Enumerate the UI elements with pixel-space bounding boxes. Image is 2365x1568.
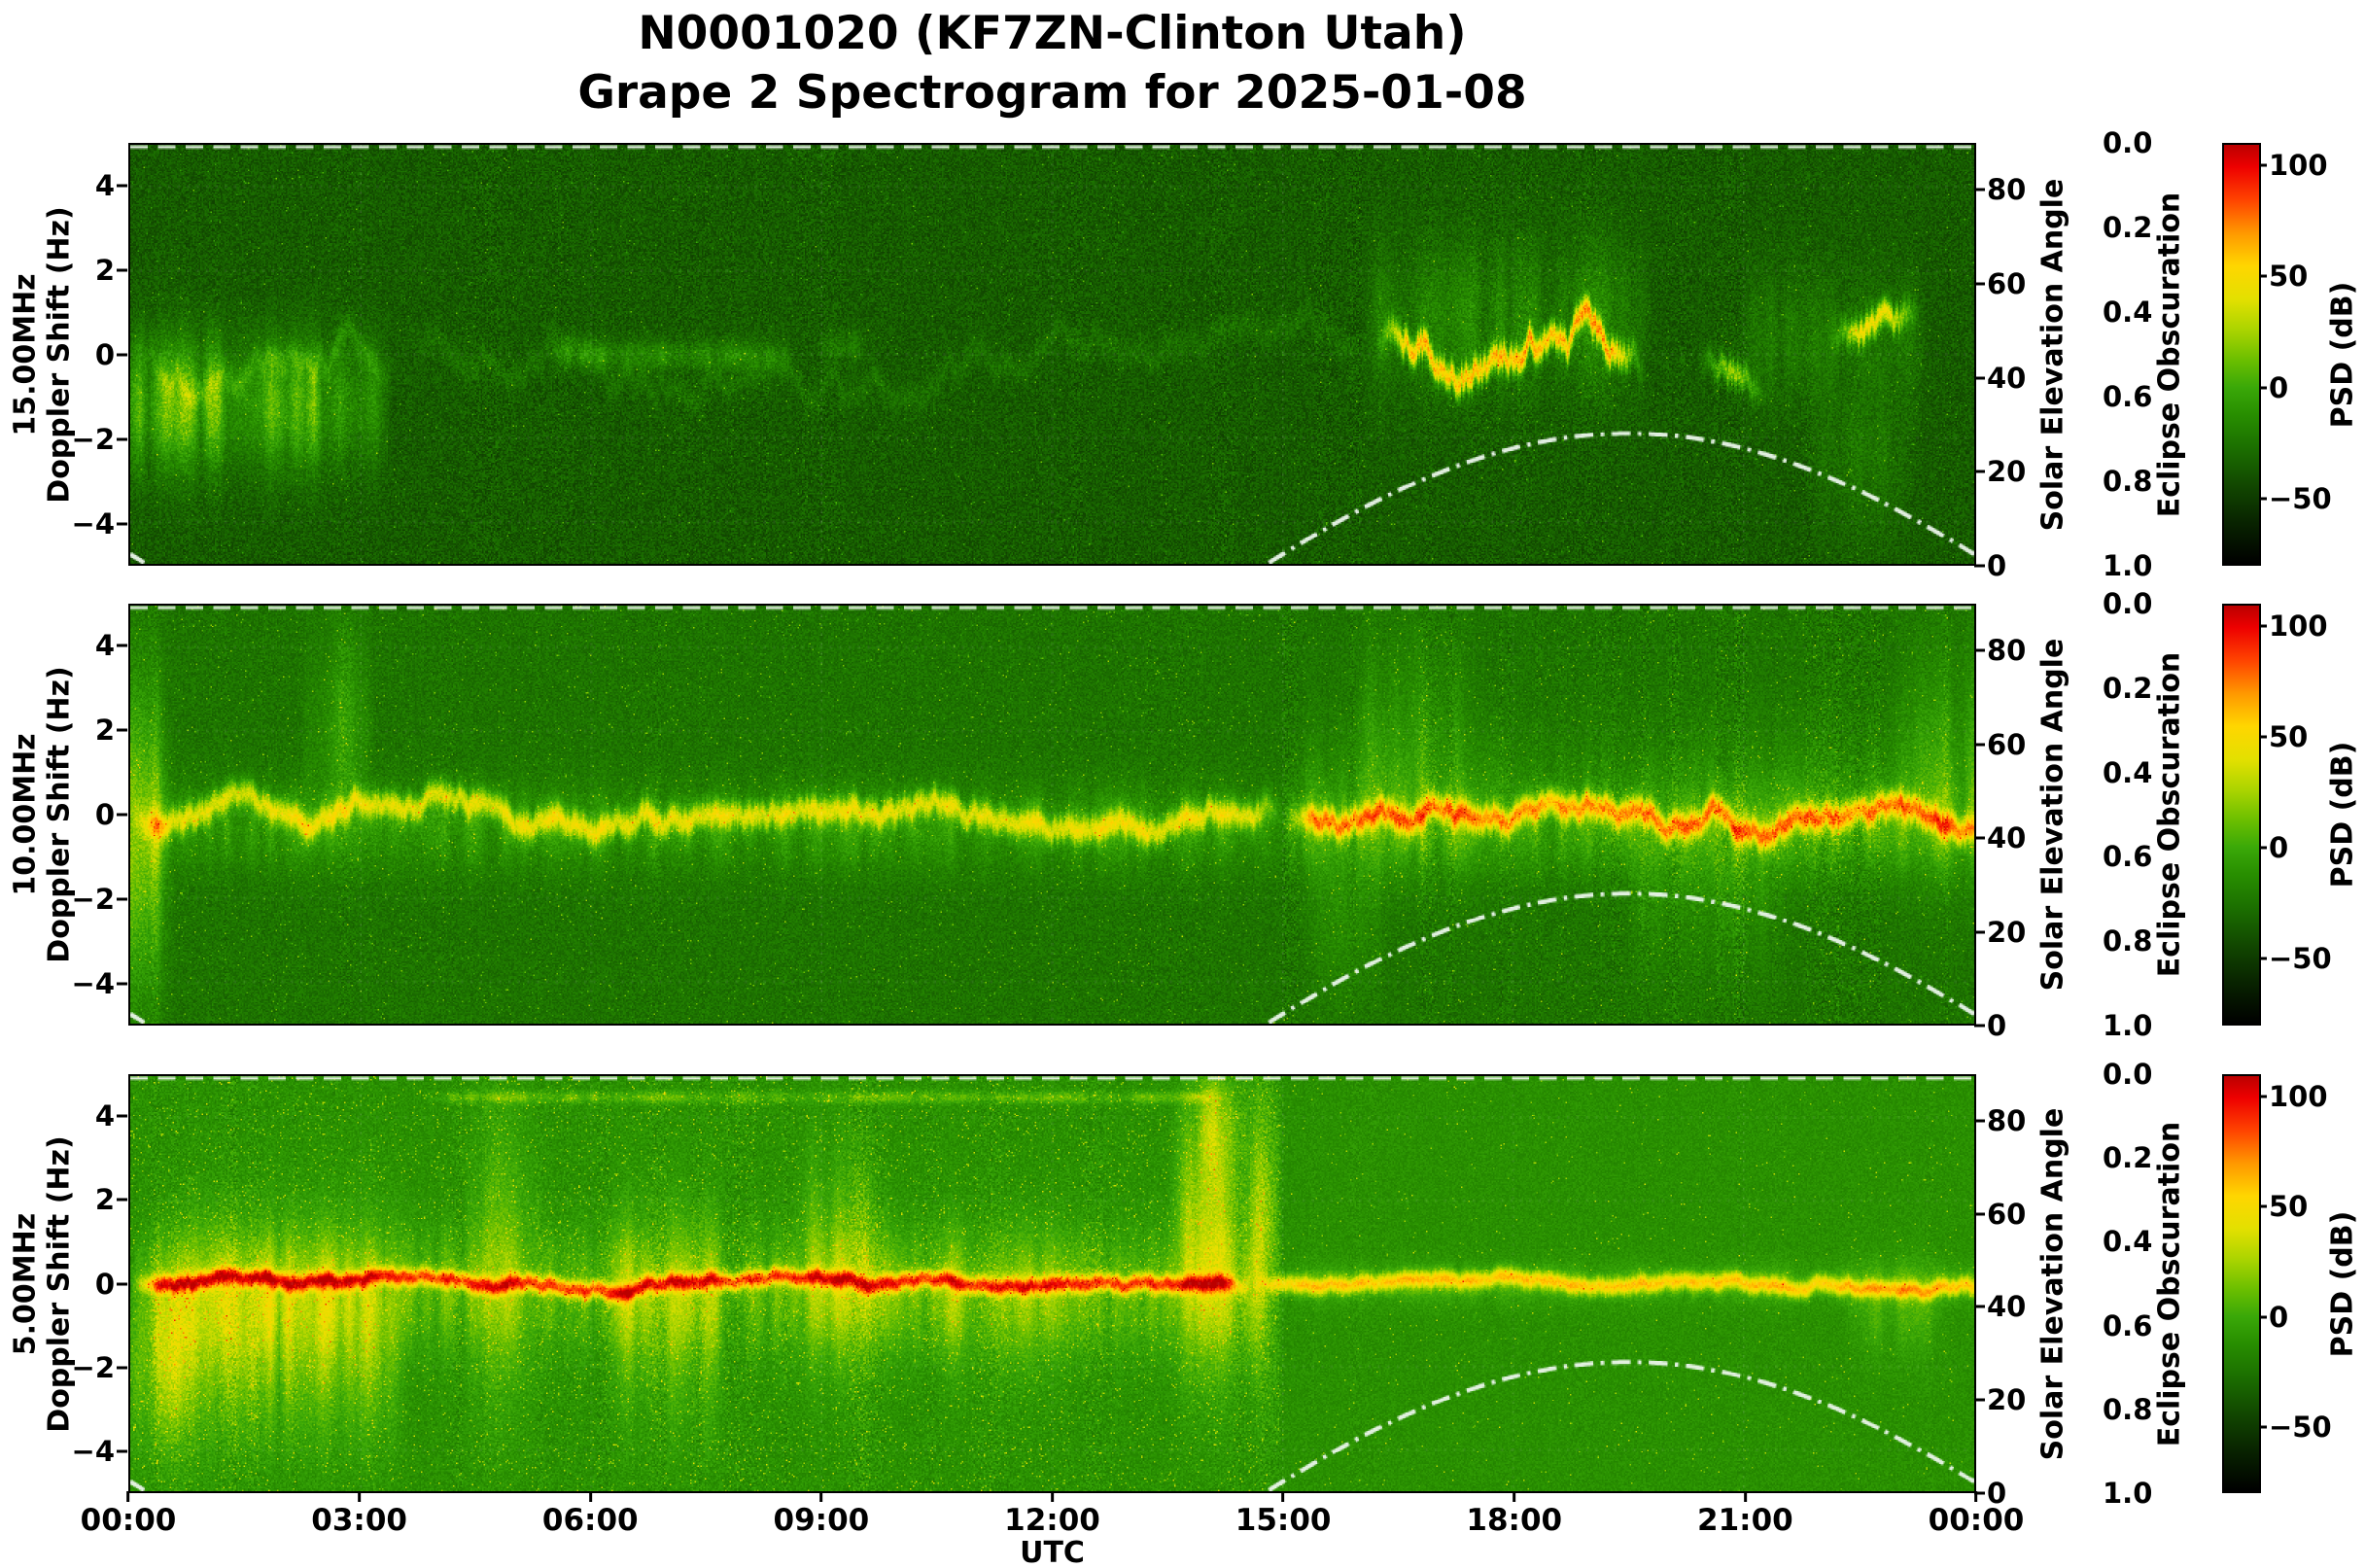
- psd-tick: 0: [2269, 1300, 2289, 1334]
- psd-tick: 50: [2269, 720, 2309, 754]
- psd-tick: 100: [2269, 609, 2328, 643]
- psd-tick: 50: [2269, 260, 2309, 294]
- solar-elevation-axis-label: Solar Elevation Angle: [2035, 638, 2070, 992]
- solar-elevation-tick: 0: [1987, 549, 2007, 582]
- doppler-tick: 2: [0, 714, 115, 747]
- solar-elevation-axis-label: Solar Elevation Angle: [2035, 178, 2070, 531]
- psd-colorbar: [2222, 604, 2261, 1026]
- solar-elevation-tick: 60: [1987, 266, 2027, 300]
- eclipse-axis-label: Eclipse Obscuration: [2152, 192, 2187, 517]
- solar-elevation-tick: 80: [1987, 173, 2027, 207]
- solar-elevation-tick: 40: [1987, 361, 2027, 395]
- psd-tick: 0: [2269, 831, 2289, 865]
- x-tick: 15:00: [1235, 1503, 1332, 1538]
- figure-title: N0001020 (KF7ZN-Clinton Utah) Grape 2 Sp…: [128, 4, 1976, 122]
- figure-title-line-2: Grape 2 Spectrogram for 2025-01-08: [577, 66, 1527, 121]
- doppler-tick: 2: [0, 1183, 115, 1216]
- eclipse-tick: 0.0: [2103, 126, 2153, 159]
- panel-10mhz: 10.00MHz Doppler Shift (Hz) 4 2 0 −2 −4 …: [0, 587, 2365, 1042]
- doppler-tick: 0: [0, 1268, 115, 1301]
- spectrogram-canvas-0: [130, 145, 1974, 564]
- x-tick: 09:00: [773, 1503, 870, 1538]
- eclipse-tick: 0.8: [2103, 924, 2153, 958]
- panel-5mhz: 5.00MHz Doppler Shift (Hz) 4 2 0 −2 −4 8…: [0, 1058, 2365, 1510]
- psd-tick: 100: [2269, 1079, 2328, 1113]
- eclipse-tick: 0.2: [2103, 1141, 2153, 1175]
- doppler-tick: −4: [0, 967, 115, 1000]
- doppler-tick: −2: [0, 883, 115, 916]
- psd-axis-label: PSD (dB): [2325, 1210, 2360, 1357]
- solar-elevation-tick: 60: [1987, 1197, 2027, 1231]
- psd-tick: −50: [2269, 482, 2332, 516]
- solar-elevation-tick: 80: [1987, 634, 2027, 668]
- eclipse-tick: 0.0: [2103, 1058, 2153, 1091]
- x-tick: 18:00: [1466, 1503, 1563, 1538]
- psd-axis-label: PSD (dB): [2325, 281, 2360, 428]
- eclipse-tick: 0.4: [2103, 296, 2153, 329]
- x-tick: 06:00: [541, 1503, 639, 1538]
- solar-elevation-tick: 40: [1987, 821, 2027, 855]
- doppler-tick: −4: [0, 507, 115, 540]
- x-axis: 00:00 03:00 06:00 09:00 12:00 15:00 18:0…: [81, 1493, 2025, 1568]
- solar-elevation-tick: 20: [1987, 915, 2027, 949]
- eclipse-tick: 1.0: [2103, 549, 2153, 582]
- eclipse-axis-label: Eclipse Obscuration: [2152, 1121, 2187, 1446]
- solar-elevation-tick: 40: [1987, 1290, 2027, 1324]
- eclipse-tick: 0.8: [2103, 1392, 2153, 1426]
- eclipse-tick: 1.0: [2103, 1477, 2153, 1510]
- doppler-tick: 2: [0, 254, 115, 287]
- eclipse-tick: 0.2: [2103, 671, 2153, 705]
- x-tick: 00:00: [1928, 1503, 2025, 1538]
- eclipse-tick: 1.0: [2103, 1009, 2153, 1042]
- solar-elevation-tick: 60: [1987, 727, 2027, 761]
- doppler-tick: −4: [0, 1435, 115, 1468]
- eclipse-tick: 0.6: [2103, 840, 2153, 874]
- doppler-tick: 0: [0, 338, 115, 371]
- psd-tick: 100: [2269, 148, 2328, 182]
- x-tick: 03:00: [311, 1503, 407, 1538]
- spectrogram-plot-15mhz: [128, 143, 1976, 566]
- spectrogram-plot-5mhz: [128, 1074, 1976, 1493]
- x-tick: 12:00: [1004, 1503, 1100, 1538]
- figure-title-line-1: N0001020 (KF7ZN-Clinton Utah): [638, 7, 1467, 60]
- solar-elevation-tick: 20: [1987, 1383, 2027, 1417]
- x-axis-label: UTC: [1020, 1536, 1085, 1568]
- solar-elevation-tick: 0: [1987, 1009, 2007, 1042]
- x-tick: 21:00: [1697, 1503, 1793, 1538]
- eclipse-tick: 0.8: [2103, 465, 2153, 498]
- doppler-tick: 4: [0, 169, 115, 202]
- doppler-tick: −2: [0, 1351, 115, 1384]
- psd-colorbar: [2222, 1074, 2261, 1493]
- eclipse-tick: 0.4: [2103, 755, 2153, 789]
- panel-15mhz: 15.00MHz Doppler Shift (Hz) 4 2 0 −2 −4 …: [0, 126, 2365, 582]
- psd-tick: −50: [2269, 942, 2332, 976]
- spectrogram-canvas-2: [130, 1076, 1974, 1491]
- psd-colorbar: [2222, 143, 2261, 566]
- doppler-tick: 4: [0, 629, 115, 662]
- spectrogram-plot-10mhz: [128, 604, 1976, 1026]
- solar-elevation-tick: 0: [1987, 1477, 2007, 1510]
- eclipse-tick: 0.2: [2103, 211, 2153, 244]
- eclipse-tick: 0.0: [2103, 587, 2153, 620]
- doppler-tick: 0: [0, 798, 115, 831]
- eclipse-axis-label: Eclipse Obscuration: [2152, 651, 2187, 978]
- psd-axis-label: PSD (dB): [2325, 741, 2360, 889]
- solar-elevation-tick: 80: [1987, 1103, 2027, 1137]
- psd-tick: 0: [2269, 370, 2289, 404]
- doppler-tick: 4: [0, 1099, 115, 1132]
- solar-elevation-tick: 20: [1987, 455, 2027, 489]
- eclipse-tick: 0.6: [2103, 1308, 2153, 1342]
- psd-tick: −50: [2269, 1410, 2332, 1444]
- doppler-tick: −2: [0, 423, 115, 456]
- x-tick: 00:00: [80, 1503, 177, 1538]
- eclipse-tick: 0.4: [2103, 1225, 2153, 1259]
- eclipse-tick: 0.6: [2103, 380, 2153, 413]
- spectrogram-canvas-1: [130, 606, 1974, 1024]
- psd-tick: 50: [2269, 1190, 2309, 1224]
- solar-elevation-axis-label: Solar Elevation Angle: [2035, 1107, 2070, 1460]
